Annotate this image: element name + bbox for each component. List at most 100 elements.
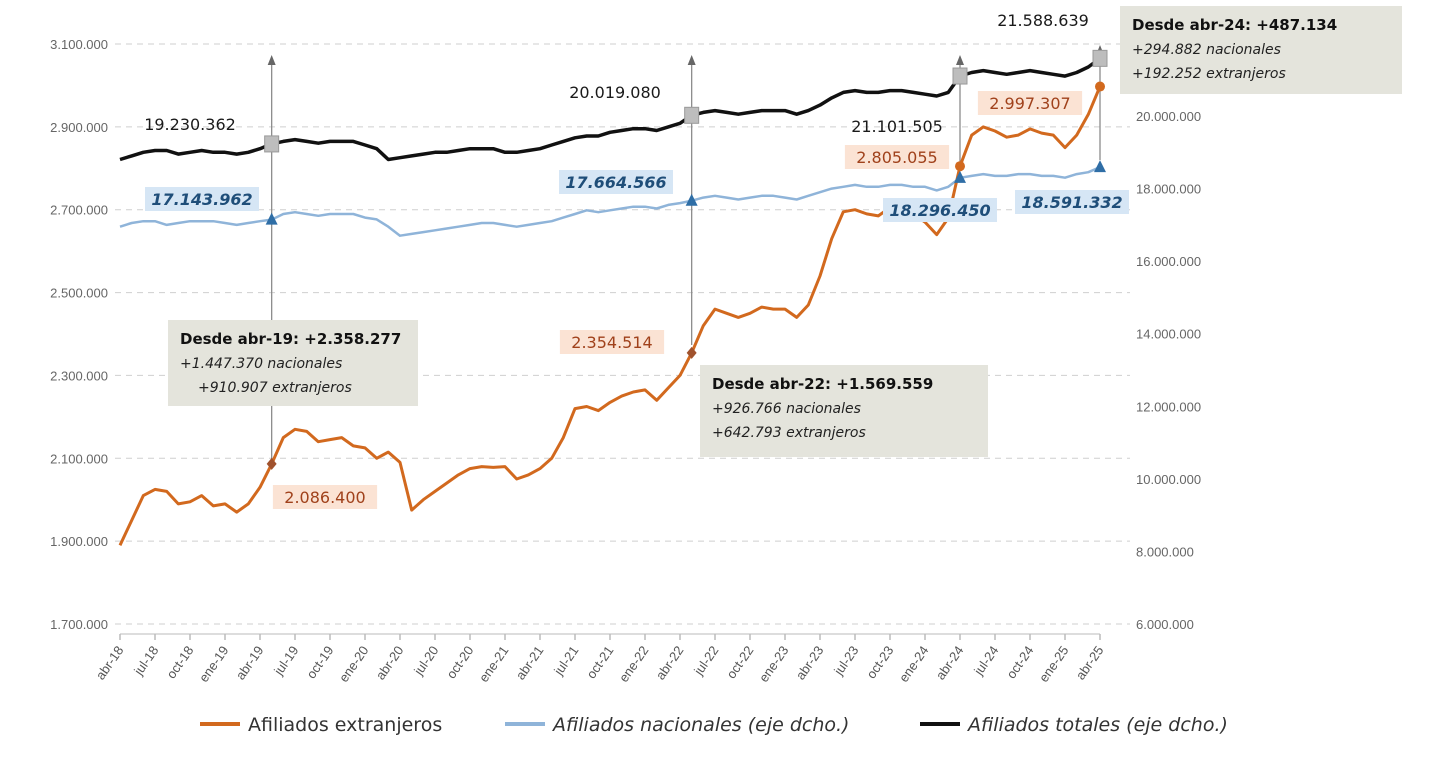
series-line-2 [119, 56, 1102, 162]
data-label: 17.664.566 [565, 173, 666, 192]
x-tick-label: ene-21 [476, 643, 512, 685]
annotation-title: Desde abr-24: +487.134 [1132, 16, 1337, 34]
y-left-tick-label: 2.900.000 [50, 120, 108, 135]
x-tick-label: ene-19 [196, 643, 232, 685]
y-left-tick-label: 1.700.000 [50, 617, 108, 632]
y-left-tick-label: 2.100.000 [50, 451, 108, 466]
annotation-line: +910.907 extranjeros [198, 380, 352, 396]
y-right-tick-label: 16.000.000 [1136, 254, 1201, 269]
y-left-tick-label: 1.900.000 [50, 534, 108, 549]
legend-label: Afiliados extranjeros [248, 714, 442, 736]
y-left-tick-label: 2.300.000 [50, 368, 108, 383]
y-right-tick-label: 10.000.000 [1136, 472, 1201, 487]
annotation-title: Desde abr-22: +1.569.559 [712, 375, 933, 393]
nacional-marker [685, 193, 698, 206]
series-line-0 [118, 85, 1102, 546]
x-tick-label: jul-24 [970, 643, 1001, 678]
data-label: 18.591.332 [1021, 193, 1122, 212]
total-marker [952, 67, 968, 85]
annotation-line: +642.793 extranjeros [712, 425, 866, 441]
data-label: 2.997.307 [989, 94, 1070, 113]
x-tick-label: ene-25 [1036, 643, 1072, 685]
x-tick-label: ene-24 [896, 643, 932, 685]
data-label-bg [883, 198, 997, 222]
data-label-bg [1015, 190, 1129, 214]
y-left-tick-label: 2.500.000 [50, 286, 108, 301]
annotation-title: Desde abr-19: +2.358.277 [180, 330, 401, 348]
data-label-bg [272, 485, 378, 509]
y-right-tick-label: 6.000.000 [1136, 617, 1194, 632]
x-tick-label: jul-21 [550, 643, 581, 678]
reference-arrowhead [687, 55, 696, 65]
x-tick-label: oct-20 [443, 643, 476, 681]
x-tick-label: jul-22 [690, 643, 721, 678]
y-left-tick-label: 3.100.000 [50, 37, 108, 52]
x-tick-label: abr-25 [1073, 643, 1107, 682]
data-label-bg [844, 145, 950, 169]
x-tick-label: jul-19 [270, 643, 301, 678]
data-label-bg [977, 91, 1083, 115]
x-tick-label: jul-18 [130, 643, 161, 678]
extranjero-marker [686, 346, 697, 359]
x-tick-label: oct-18 [163, 643, 196, 681]
x-tick-label: jul-23 [830, 643, 861, 678]
nacional-marker [1094, 160, 1106, 173]
x-tick-label: abr-23 [793, 643, 827, 682]
x-tick-label: abr-21 [513, 643, 547, 682]
nacional-marker [954, 170, 966, 183]
annotation-line: +294.882 nacionales [1132, 42, 1281, 58]
data-label: 2.805.055 [856, 148, 937, 167]
data-label: 21.101.505 [851, 117, 943, 136]
total-marker [684, 106, 700, 124]
nacional-marker [265, 212, 278, 225]
data-label: 2.086.400 [284, 488, 365, 507]
data-label-bg [145, 187, 259, 211]
extranjero-marker [955, 161, 965, 172]
legend-label: Afiliados nacionales (eje dcho.) [551, 714, 849, 736]
x-tick-label: oct-21 [583, 643, 616, 681]
annotation-box [700, 365, 988, 457]
data-label-bg [559, 170, 673, 194]
y-right-tick-label: 8.000.000 [1136, 544, 1194, 559]
x-tick-label: oct-22 [723, 643, 756, 681]
total-marker [1092, 49, 1108, 67]
y-right-tick-label: 14.000.000 [1136, 327, 1201, 342]
x-tick-label: abr-24 [933, 643, 967, 682]
x-tick-label: oct-24 [1003, 643, 1036, 681]
series-line-1 [119, 165, 1101, 237]
y-right-tick-label: 20.000.000 [1136, 109, 1201, 124]
y-right-tick-label: 12.000.000 [1136, 399, 1201, 414]
annotation-line: +192.252 extranjeros [1132, 66, 1286, 82]
x-tick-label: ene-22 [616, 643, 652, 685]
y-left-tick-label: 2.700.000 [50, 203, 108, 218]
x-tick-label: oct-19 [303, 643, 336, 681]
x-tick-label: abr-20 [373, 643, 407, 682]
data-label-bg [559, 330, 665, 354]
data-label: 19.230.362 [144, 115, 236, 134]
x-tick-label: oct-23 [863, 643, 896, 681]
extranjero-marker [1095, 81, 1105, 92]
x-tick-label: jul-20 [410, 643, 441, 678]
x-tick-label: abr-22 [653, 643, 687, 682]
x-tick-label: abr-18 [93, 643, 127, 682]
y-right-tick-label: 18.000.000 [1136, 182, 1201, 197]
reference-arrowhead [956, 55, 964, 65]
data-label: 17.143.962 [151, 190, 252, 209]
data-label: 18.296.450 [889, 201, 990, 220]
extranjero-marker [266, 457, 277, 470]
annotation-box [168, 320, 418, 406]
annotation-line: +1.447.370 nacionales [180, 356, 342, 372]
data-label: 2.354.514 [571, 333, 652, 352]
reference-arrowhead [267, 55, 276, 65]
x-tick-label: ene-23 [756, 643, 792, 685]
annotation-line: +926.766 nacionales [712, 401, 861, 417]
data-label: 20.019.080 [569, 83, 661, 102]
x-tick-label: abr-19 [233, 643, 267, 682]
legend-label: Afiliados totales (eje dcho.) [966, 714, 1228, 736]
total-marker [264, 135, 280, 153]
x-tick-label: ene-20 [336, 643, 372, 685]
data-label: 21.588.639 [997, 11, 1089, 30]
annotation-box [1120, 6, 1402, 94]
